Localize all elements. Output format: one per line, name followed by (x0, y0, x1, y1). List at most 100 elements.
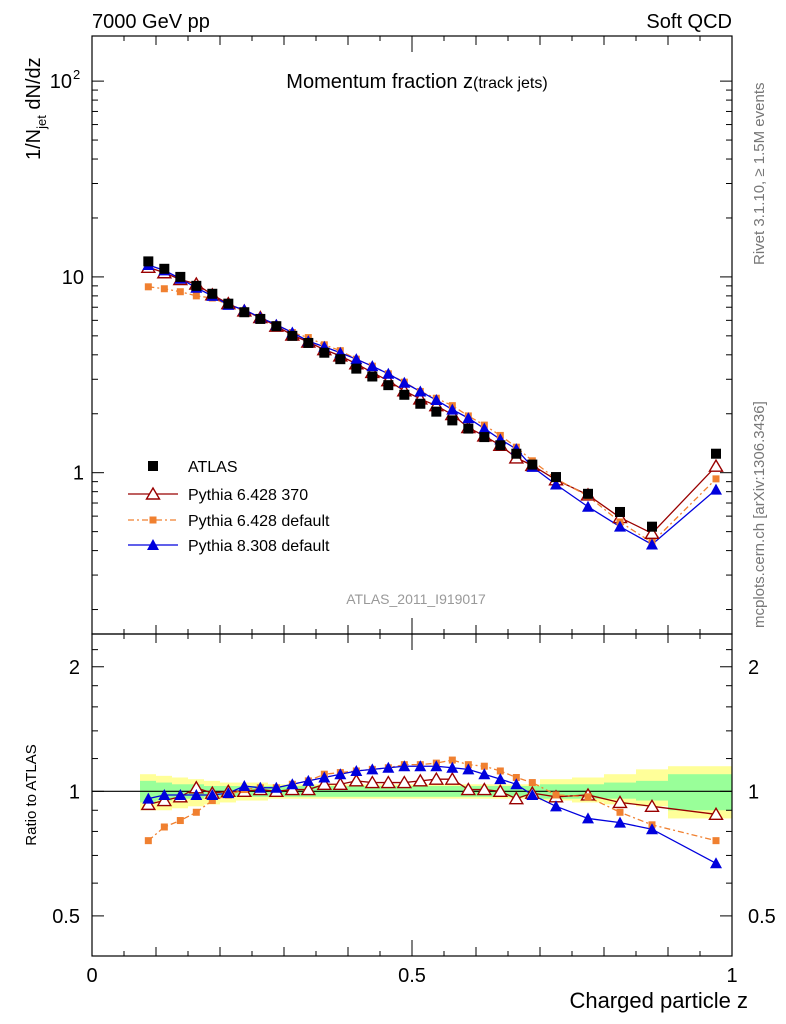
data-point-0 (447, 415, 458, 426)
data-point-0 (399, 389, 410, 400)
ratio-point-1 (176, 817, 184, 825)
ratio-point-2 (238, 780, 251, 792)
ratio-point-1 (496, 767, 504, 775)
ratio-point-2 (478, 768, 491, 780)
data-point-0 (351, 363, 362, 374)
x-tick-label: 0.5 (398, 965, 426, 987)
data-point-3 (582, 500, 594, 512)
legend: ATLAS Pythia 6.428 370 Pythia 6.428 defaul… (128, 459, 330, 555)
ratio-point-2 (446, 761, 459, 773)
ratio-point-1 (616, 808, 624, 816)
legend-marker (148, 461, 158, 471)
ratio-point-0 (348, 773, 365, 787)
ratio-band-inner (636, 780, 668, 801)
ratio-point-2 (614, 816, 626, 828)
data-point-0 (239, 307, 250, 318)
legend-label: ATLAS (188, 459, 238, 476)
data-point-1 (708, 458, 724, 472)
ratio-point-1 (584, 793, 592, 801)
ratio-band-inner (604, 782, 636, 799)
legend-label: Pythia 6.428 370 (188, 487, 308, 504)
ratio-band-inner (700, 774, 732, 811)
data-point-0 (143, 256, 154, 267)
ratio-point-2 (286, 778, 299, 790)
data-point-2 (176, 288, 184, 296)
main-y-tick-label: 1 (73, 463, 84, 485)
ratio-point-2 (510, 778, 523, 790)
ratio-point-0 (332, 776, 349, 790)
legend-marker (145, 486, 161, 500)
data-point-3 (646, 538, 658, 550)
ratio-point-2 (190, 788, 203, 800)
ratio-y-axis-label: Ratio to ATLAS (23, 744, 40, 845)
ratio-point-1 (208, 797, 216, 805)
data-point-3 (478, 422, 491, 434)
ratio-y-tick-label-right: 1 (748, 781, 759, 803)
data-point-3 (614, 520, 626, 532)
ratio-point-0 (412, 773, 429, 787)
ratio-point-2 (366, 763, 379, 775)
ratio-point-0 (492, 783, 509, 798)
ratio-point-0 (140, 796, 157, 811)
data-point-0 (463, 423, 474, 434)
data-point-3 (350, 353, 363, 365)
ratio-point-2 (582, 812, 594, 824)
data-point-0 (319, 347, 330, 358)
main-y-tick-exponent: 2 (73, 67, 80, 82)
ratio-point-0 (428, 771, 445, 785)
ratio-y-tick-label: 2 (69, 657, 80, 679)
rivet-version-label: Rivet 3.1.10, ≥ 1.5M events (751, 83, 768, 266)
ratio-point-2 (526, 788, 539, 800)
main-y-tick-label: 10 (62, 267, 84, 289)
data-point-1 (644, 525, 660, 540)
data-point-0 (383, 380, 394, 391)
ratio-point-1 (712, 837, 720, 845)
data-point-0 (647, 521, 657, 532)
ratio-point-2 (158, 788, 171, 800)
data-point-3 (366, 360, 379, 372)
data-point-3 (398, 376, 411, 388)
ratio-point-0 (460, 782, 477, 796)
ratio-y-tick-label: 0.5 (52, 906, 80, 928)
legend-label: Pythia 8.308 default (188, 538, 330, 555)
main-y-tick-label: 10 (50, 71, 72, 93)
x-tick-label: 1 (726, 965, 737, 987)
x-tick-label: 0 (86, 965, 97, 987)
data-point-0 (431, 406, 442, 417)
data-point-2 (192, 292, 200, 300)
ratio-point-0 (612, 795, 628, 809)
ratio-point-1 (448, 756, 456, 764)
data-point-0 (223, 298, 234, 309)
data-point-3 (382, 367, 395, 379)
analysis-id-label: ATLAS_2011_I919017 (346, 591, 486, 607)
ratio-point-2 (494, 773, 507, 785)
ratio-point-2 (430, 760, 443, 772)
ratio-point-2 (382, 761, 395, 773)
ratio-y-tick-label-right: 0.5 (748, 906, 776, 928)
ratio-point-2 (398, 760, 411, 772)
ratio-y-tick-label: 1 (69, 781, 80, 803)
ratio-point-2 (550, 800, 562, 812)
ratio-point-2 (646, 823, 658, 835)
data-point-0 (207, 288, 218, 299)
data-point-3 (414, 385, 427, 397)
data-point-0 (335, 354, 346, 365)
ratio-point-1 (528, 779, 536, 787)
header-category-label: Soft QCD (646, 11, 732, 33)
legend-marker (149, 516, 157, 524)
data-point-0 (255, 313, 266, 324)
ratio-point-2 (142, 792, 155, 804)
data-point-0 (159, 263, 170, 274)
ratio-point-0 (476, 782, 493, 796)
ratio-point-2 (318, 771, 331, 783)
data-point-0 (583, 488, 593, 499)
data-point-0 (367, 371, 378, 382)
data-point-0 (303, 337, 314, 348)
ratio-point-2 (710, 857, 722, 869)
data-point-3 (430, 394, 443, 406)
ratio-point-1 (480, 762, 488, 770)
ratio-point-1 (512, 774, 520, 782)
main-title: Momentum fraction z(track jets) (286, 71, 547, 93)
ratio-point-0 (444, 771, 461, 785)
